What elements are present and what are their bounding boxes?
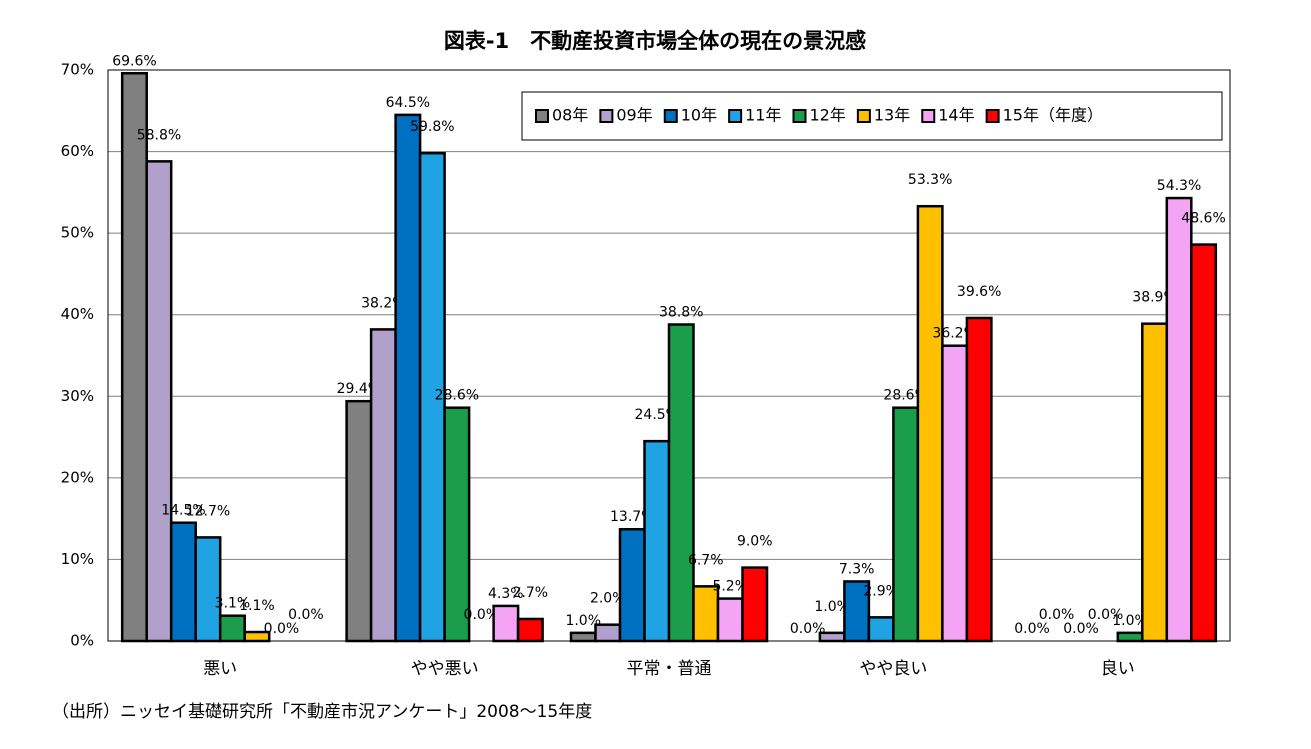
value-label: 48.6% bbox=[1181, 211, 1225, 227]
value-label: 0.0% bbox=[790, 621, 826, 637]
y-tick-label: 60% bbox=[61, 142, 94, 160]
bar bbox=[243, 630, 271, 643]
bar bbox=[492, 604, 520, 643]
bar bbox=[741, 566, 769, 643]
value-label: 12.7% bbox=[186, 503, 230, 519]
y-tick-label: 30% bbox=[61, 387, 94, 405]
chart-title: 図表-1 不動産投資市場全体の現在の景況感 bbox=[444, 29, 866, 53]
value-label: 1.0% bbox=[814, 599, 850, 615]
legend-swatch bbox=[599, 109, 614, 123]
bar bbox=[818, 631, 846, 643]
legend-label: 12年 bbox=[810, 106, 846, 125]
bar bbox=[867, 616, 895, 643]
legend-label: 09年 bbox=[616, 106, 652, 125]
legend-swatch bbox=[921, 109, 936, 123]
bar bbox=[965, 316, 993, 643]
bar bbox=[169, 521, 197, 643]
legend-label: 11年 bbox=[745, 106, 781, 125]
legend-swatch bbox=[663, 109, 678, 123]
legend-label: 10年 bbox=[681, 106, 717, 125]
value-label: 3.1% bbox=[215, 596, 251, 612]
bar bbox=[1141, 322, 1169, 643]
bar bbox=[594, 623, 622, 643]
value-label: 54.3% bbox=[1157, 178, 1201, 194]
value-label: 0.0% bbox=[1088, 607, 1124, 623]
y-tick-label: 20% bbox=[61, 468, 94, 486]
value-label: 0.0% bbox=[288, 607, 324, 623]
value-label: 1.0% bbox=[1112, 613, 1148, 629]
value-label: 64.5% bbox=[386, 95, 430, 111]
value-label: 2.0% bbox=[590, 591, 626, 607]
bar bbox=[369, 328, 397, 643]
y-tick-label: 10% bbox=[61, 550, 94, 568]
bar bbox=[1165, 196, 1193, 643]
legend-label: 15年（年度） bbox=[1003, 106, 1103, 125]
legend-swatch bbox=[728, 109, 743, 123]
bar bbox=[618, 527, 646, 643]
value-label: 38.8% bbox=[659, 305, 703, 321]
y-tick-label: 70% bbox=[61, 61, 94, 79]
value-label: 69.6% bbox=[112, 53, 156, 69]
x-tick-label: やや悪い bbox=[411, 659, 479, 679]
x-tick-label: やや良い bbox=[859, 659, 927, 679]
bar bbox=[1116, 631, 1144, 643]
x-tick-label: 平常・普通 bbox=[627, 659, 712, 679]
value-label: 9.0% bbox=[737, 534, 773, 550]
bar bbox=[892, 406, 920, 643]
value-label: 1.0% bbox=[565, 613, 601, 629]
bar bbox=[345, 399, 373, 643]
bar bbox=[194, 536, 222, 643]
value-label: 7.3% bbox=[839, 561, 875, 577]
bar bbox=[418, 151, 446, 643]
value-label: 0.0% bbox=[264, 621, 300, 637]
bar bbox=[843, 580, 871, 643]
value-label: 0.0% bbox=[1063, 621, 1099, 637]
x-tick-label: 悪い bbox=[203, 659, 237, 679]
bar bbox=[120, 72, 148, 643]
y-tick-label: 0% bbox=[70, 632, 94, 650]
value-label: 2.7% bbox=[513, 585, 549, 601]
value-label: 4.3% bbox=[488, 586, 524, 602]
x-tick-label: 良い bbox=[1101, 659, 1135, 679]
legend-label: 13年 bbox=[874, 106, 910, 125]
bar bbox=[667, 323, 695, 643]
bar bbox=[643, 439, 671, 643]
value-label: 0.0% bbox=[464, 607, 500, 623]
bar bbox=[716, 597, 744, 643]
value-label: 58.8% bbox=[137, 127, 181, 143]
value-label: 5.2% bbox=[712, 579, 748, 595]
legend-box bbox=[521, 91, 1223, 141]
bar bbox=[569, 631, 597, 643]
value-label: 1.1% bbox=[239, 598, 275, 614]
legend-swatch bbox=[856, 109, 871, 123]
bar bbox=[218, 614, 246, 643]
value-label: 14.5% bbox=[161, 503, 205, 519]
value-label: 6.7% bbox=[688, 552, 724, 568]
value-label: 0.0% bbox=[1014, 621, 1050, 637]
value-label: 39.6% bbox=[957, 284, 1001, 300]
legend-swatch bbox=[792, 109, 807, 123]
footnote: （出所）ニッセイ基礎研究所「不動産市況アンケート」2008～15年度 bbox=[52, 702, 592, 722]
bar bbox=[1190, 243, 1218, 643]
value-label: 59.8% bbox=[410, 119, 454, 135]
bar bbox=[916, 204, 944, 643]
legend-label: 08年 bbox=[552, 106, 588, 125]
legend-label: 14年 bbox=[938, 106, 974, 125]
bar bbox=[443, 406, 471, 643]
value-label: 28.6% bbox=[435, 388, 479, 404]
value-label: 53.3% bbox=[908, 172, 952, 188]
y-tick-label: 50% bbox=[61, 224, 94, 242]
value-label: 2.9% bbox=[863, 583, 899, 599]
bar bbox=[394, 113, 422, 643]
y-tick-label: 40% bbox=[61, 305, 94, 323]
bar bbox=[145, 160, 173, 643]
value-label: 0.0% bbox=[1039, 607, 1075, 623]
legend-swatch bbox=[535, 109, 549, 123]
legend-swatch bbox=[985, 109, 1000, 123]
bar bbox=[941, 344, 969, 643]
bar bbox=[692, 585, 720, 643]
bar bbox=[516, 617, 544, 643]
